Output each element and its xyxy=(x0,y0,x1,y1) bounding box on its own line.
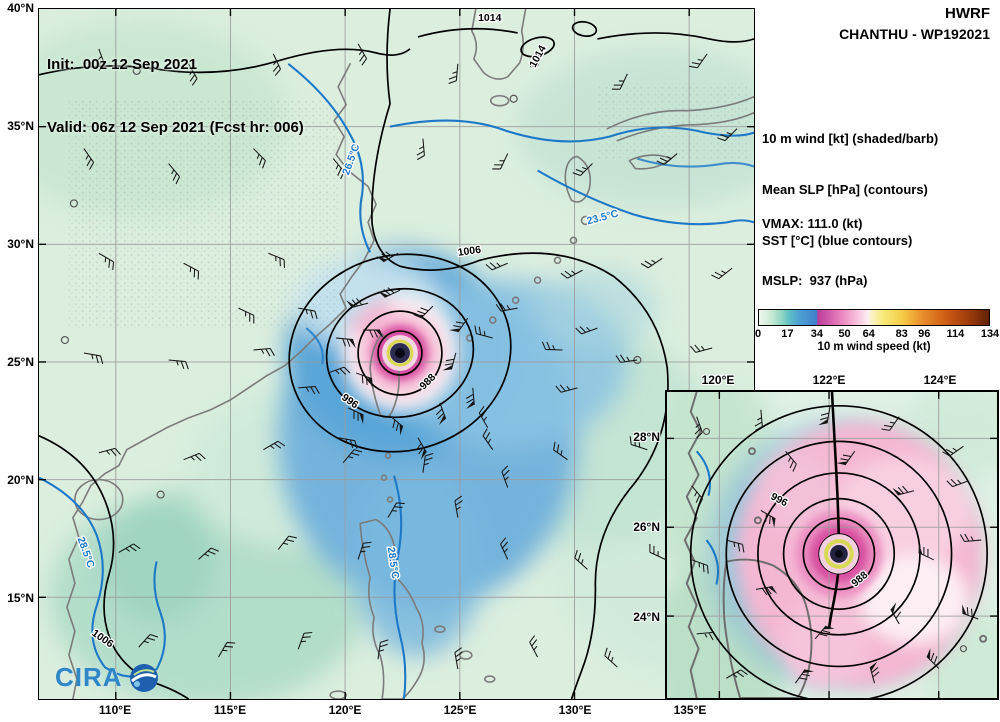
inset-map-canvas: 996 988 xyxy=(667,392,997,698)
legend-slp: Mean SLP [hPa] (contours) xyxy=(762,182,928,197)
valid-time: Valid: 06z 12 Sep 2021 (Fcst hr: 006) xyxy=(47,119,304,136)
slp-label-1006-a: 1006 xyxy=(457,245,482,259)
inset-graticule xyxy=(667,392,997,698)
inset-x-axis-tick: 124°E xyxy=(923,373,957,387)
inset-coastline-layer xyxy=(683,392,988,698)
x-axis-tick: 125°E xyxy=(443,703,477,717)
y-axis-tick: 15°N xyxy=(7,591,34,605)
main-map-canvas: 1014 1014 1006 1006 996 988 26.5°C 23.5°… xyxy=(39,9,754,699)
y-axis-tick: 40°N xyxy=(7,1,34,15)
colorbar-tick: 96 xyxy=(918,328,931,340)
colorbar-tick: 34 xyxy=(810,328,823,340)
vmax-value: VMAX: 111.0 (kt) xyxy=(762,216,863,231)
inset-storm-center xyxy=(819,534,859,574)
station-circles xyxy=(60,66,642,499)
inset-y-axis-tick: 24°N xyxy=(633,610,660,624)
y-axis-tick: 20°N xyxy=(7,473,34,487)
colorbar-tick: 83 xyxy=(895,328,908,340)
y-axis-tick: 30°N xyxy=(7,237,34,251)
sst-label-28-5-b: 28.5°C xyxy=(385,546,400,580)
colorbar-ticks: 0 17 34 50 64 83 96 114 134 xyxy=(754,326,999,340)
inset-station-circles xyxy=(702,427,967,653)
x-axis-tick: 130°E xyxy=(558,703,592,717)
mslp-value: MSLP: 937 (hPa) xyxy=(762,273,868,288)
model-name: HWRF xyxy=(945,5,990,22)
y-axis-tick: 35°N xyxy=(7,119,34,133)
slp-contour-layer xyxy=(39,9,754,699)
inset-y-axis-tick: 26°N xyxy=(633,520,660,534)
slp-label-1014-a: 1014 xyxy=(478,13,501,24)
colorbar-tick: 114 xyxy=(946,328,965,340)
x-axis-tick: 120°E xyxy=(328,703,362,717)
terrain-stipple-china xyxy=(68,98,339,329)
inset-x-axis-tick: 122°E xyxy=(812,373,846,387)
main-map: 1014 1014 1006 1006 996 988 26.5°C 23.5°… xyxy=(38,8,755,700)
inset-y-axis-tick: 28°N xyxy=(633,430,660,444)
inset-axis-ticks xyxy=(667,392,997,698)
cira-logo: CIRA xyxy=(55,662,123,692)
storm-center xyxy=(382,335,418,371)
legend-wind: 10 m wind [kt] (shaded/barb) xyxy=(762,131,939,146)
colorbar-tick: 64 xyxy=(862,328,875,340)
field-legend: 10 m wind [kt] (shaded/barb) Mean SLP [h… xyxy=(762,96,938,283)
run-info: Init: 00z 12 Sep 2021 Valid: 06z 12 Sep … xyxy=(47,12,304,180)
x-axis-tick: 115°E xyxy=(213,703,247,717)
legend-sst: SST [°C] (blue contours) xyxy=(762,233,913,248)
sst-contour-layer xyxy=(39,63,754,699)
y-axis-tick: 25°N xyxy=(7,355,34,369)
inset-x-axis-tick: 120°E xyxy=(701,373,735,387)
colorbar-bar xyxy=(758,309,990,326)
logo-block: CIRA xyxy=(55,662,159,693)
rammb-logo-icon xyxy=(129,663,158,692)
colorbar-label: 10 m wind speed (kt) xyxy=(817,341,931,353)
colorbar-tick: 134 xyxy=(980,328,1000,340)
storm-name: CHANTHU - WP192021 xyxy=(839,26,990,42)
init-time: Init: 00z 12 Sep 2021 xyxy=(47,56,198,73)
inset-map: 996 988 xyxy=(665,390,999,700)
inset-sst-contours xyxy=(695,450,720,585)
x-axis-tick: 110°E xyxy=(98,703,132,717)
storm-vitals: VMAX: 111.0 (kt) MSLP: 937 (hPa) xyxy=(762,176,867,328)
figure-header: HWRF CHANTHU - WP192021 xyxy=(839,5,990,42)
colorbar-tick: 0 xyxy=(754,328,762,340)
colorbar-tick: 50 xyxy=(838,328,851,340)
colorbar-tick: 17 xyxy=(781,328,794,340)
colorbar: 0 17 34 50 64 83 96 114 134 10 m wind sp… xyxy=(754,309,999,353)
x-axis-tick: 135°E xyxy=(673,703,707,717)
